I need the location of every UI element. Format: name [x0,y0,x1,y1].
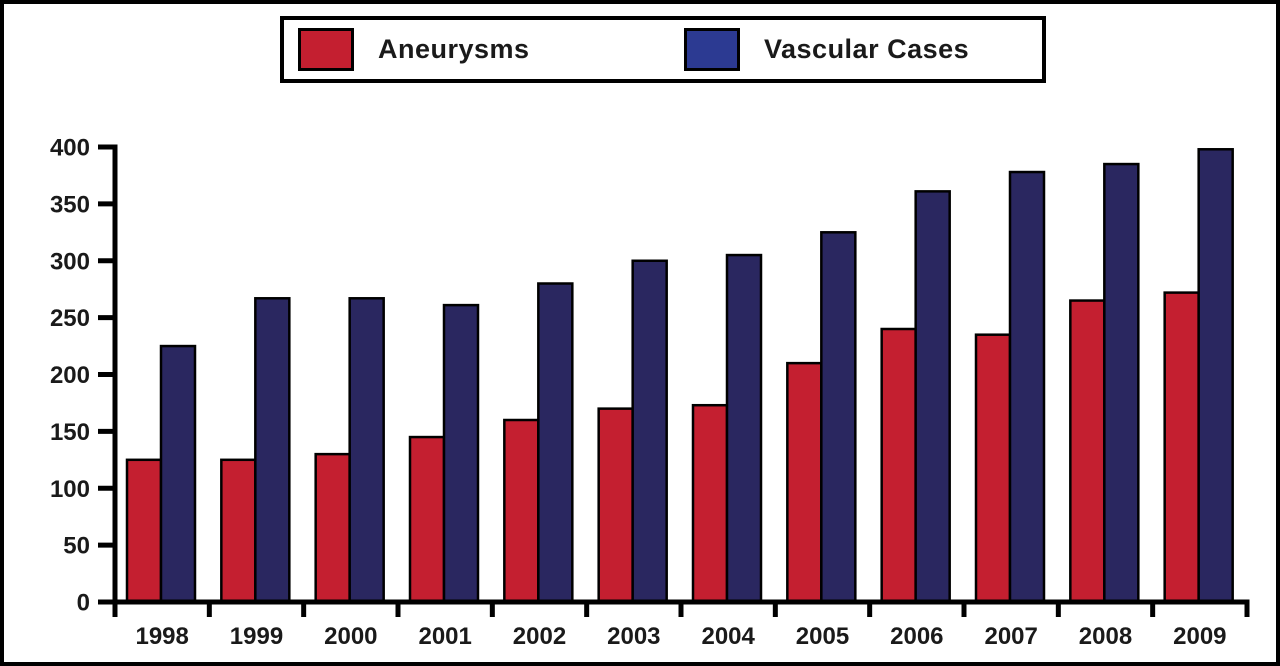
legend-label-vascular-cases: Vascular Cases [764,34,970,64]
bar-aneurysms-2001 [408,435,446,604]
x-tick-label-2004: 2004 [701,623,755,650]
bar-vascular-cases-1998 [159,344,197,604]
bar-aneurysms-2008 [1069,299,1106,604]
bar-vascular-cases-2006 [914,190,951,604]
y-tick-label-50: 50 [63,533,90,560]
x-tick-label-2009: 2009 [1173,623,1226,650]
y-tick-label-200: 200 [50,362,90,389]
bar-aneurysms-2009 [1163,291,1200,604]
vascular-cases-swatch [684,28,740,71]
bar-vascular-cases-2000 [348,297,385,604]
bar-aneurysms-2003 [597,407,634,604]
x-tick-label-1999: 1999 [230,623,283,650]
legend-item-vascular-cases: Vascular Cases [684,20,969,79]
bar-aneurysms-1998 [125,458,163,604]
legend-item-aneurysms: Aneurysms [298,20,530,79]
bar-vascular-cases-2009 [1197,148,1234,604]
x-tick-label-2008: 2008 [1079,623,1132,650]
y-tick-label-100: 100 [50,476,90,503]
y-tick-label-0: 0 [77,590,90,617]
x-tick-label-2000: 2000 [324,623,377,650]
bar-vascular-cases-2004 [725,253,763,604]
aneurysms-swatch [298,28,354,71]
legend-box: Aneurysms Vascular Cases [280,16,1046,83]
bar-aneurysms-1999 [220,458,257,604]
legend-label-aneurysms: Aneurysms [378,34,530,64]
x-tick-label-2006: 2006 [890,623,943,650]
bar-aneurysms-2002 [503,418,540,604]
bar-aneurysms-2007 [974,333,1012,604]
bar-aneurysms-2004 [691,403,729,604]
bar-aneurysms-2000 [314,452,351,604]
bar-vascular-cases-2008 [1103,162,1140,604]
x-tick-label-1998: 1998 [135,623,188,650]
x-tick-label-2001: 2001 [418,623,471,650]
x-tick-label-2005: 2005 [796,623,849,650]
bar-aneurysms-2006 [880,327,917,604]
bar-vascular-cases-2002 [537,282,574,604]
y-tick-label-150: 150 [50,419,90,446]
y-tick-label-400: 400 [50,135,90,162]
bar-vascular-cases-1999 [254,297,291,604]
bar-aneurysms-2005 [786,361,823,604]
y-tick-label-300: 300 [50,248,90,275]
bar-vascular-cases-2007 [1008,170,1046,604]
y-tick-label-250: 250 [50,305,90,332]
x-tick-label-2002: 2002 [513,623,566,650]
x-tick-label-2003: 2003 [607,623,660,650]
bar-vascular-cases-2003 [631,259,668,604]
x-tick-label-2007: 2007 [984,623,1037,650]
bar-vascular-cases-2005 [820,231,857,604]
bar-vascular-cases-2001 [442,303,480,604]
y-tick-label-350: 350 [50,191,90,218]
